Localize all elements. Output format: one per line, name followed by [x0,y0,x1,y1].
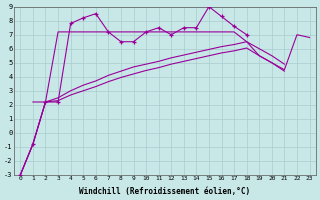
X-axis label: Windchill (Refroidissement éolien,°C): Windchill (Refroidissement éolien,°C) [79,187,251,196]
